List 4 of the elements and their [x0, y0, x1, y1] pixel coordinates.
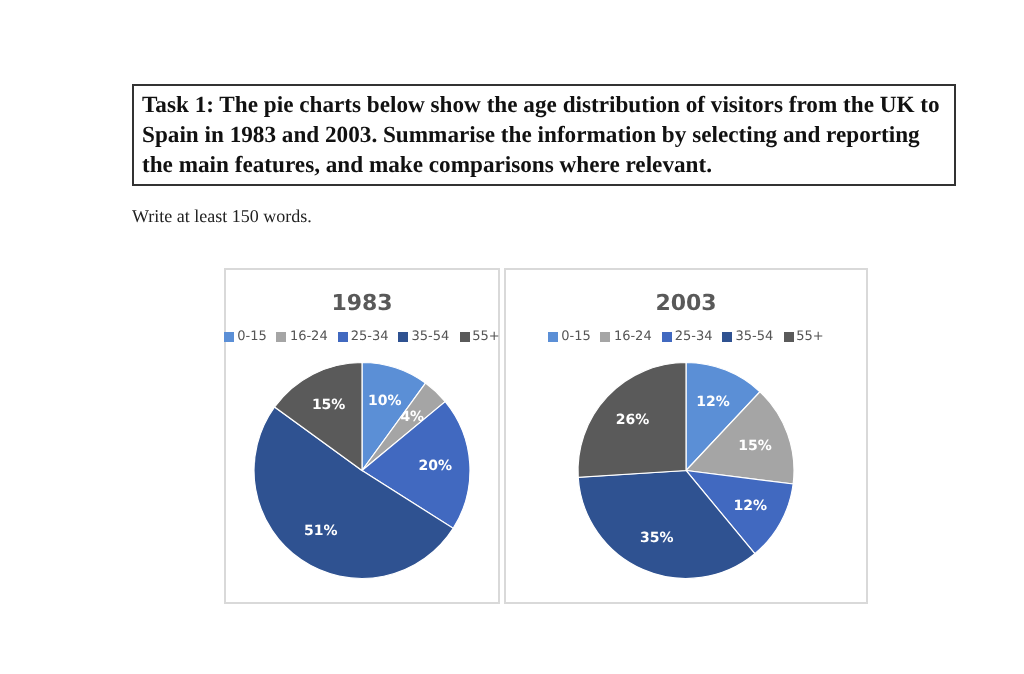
text: Write at least 150 words.	[132, 206, 312, 226]
chart-title: 1983	[329, 290, 395, 316]
text: Task 1: The pie charts below show the age distribution of visitors from the UK to Spain in 1983 and 2003. Summarise the information by selecting and reporting the main features, and make comparisons where relevant.	[132, 84, 956, 186]
chart-title: 2003	[653, 290, 719, 316]
